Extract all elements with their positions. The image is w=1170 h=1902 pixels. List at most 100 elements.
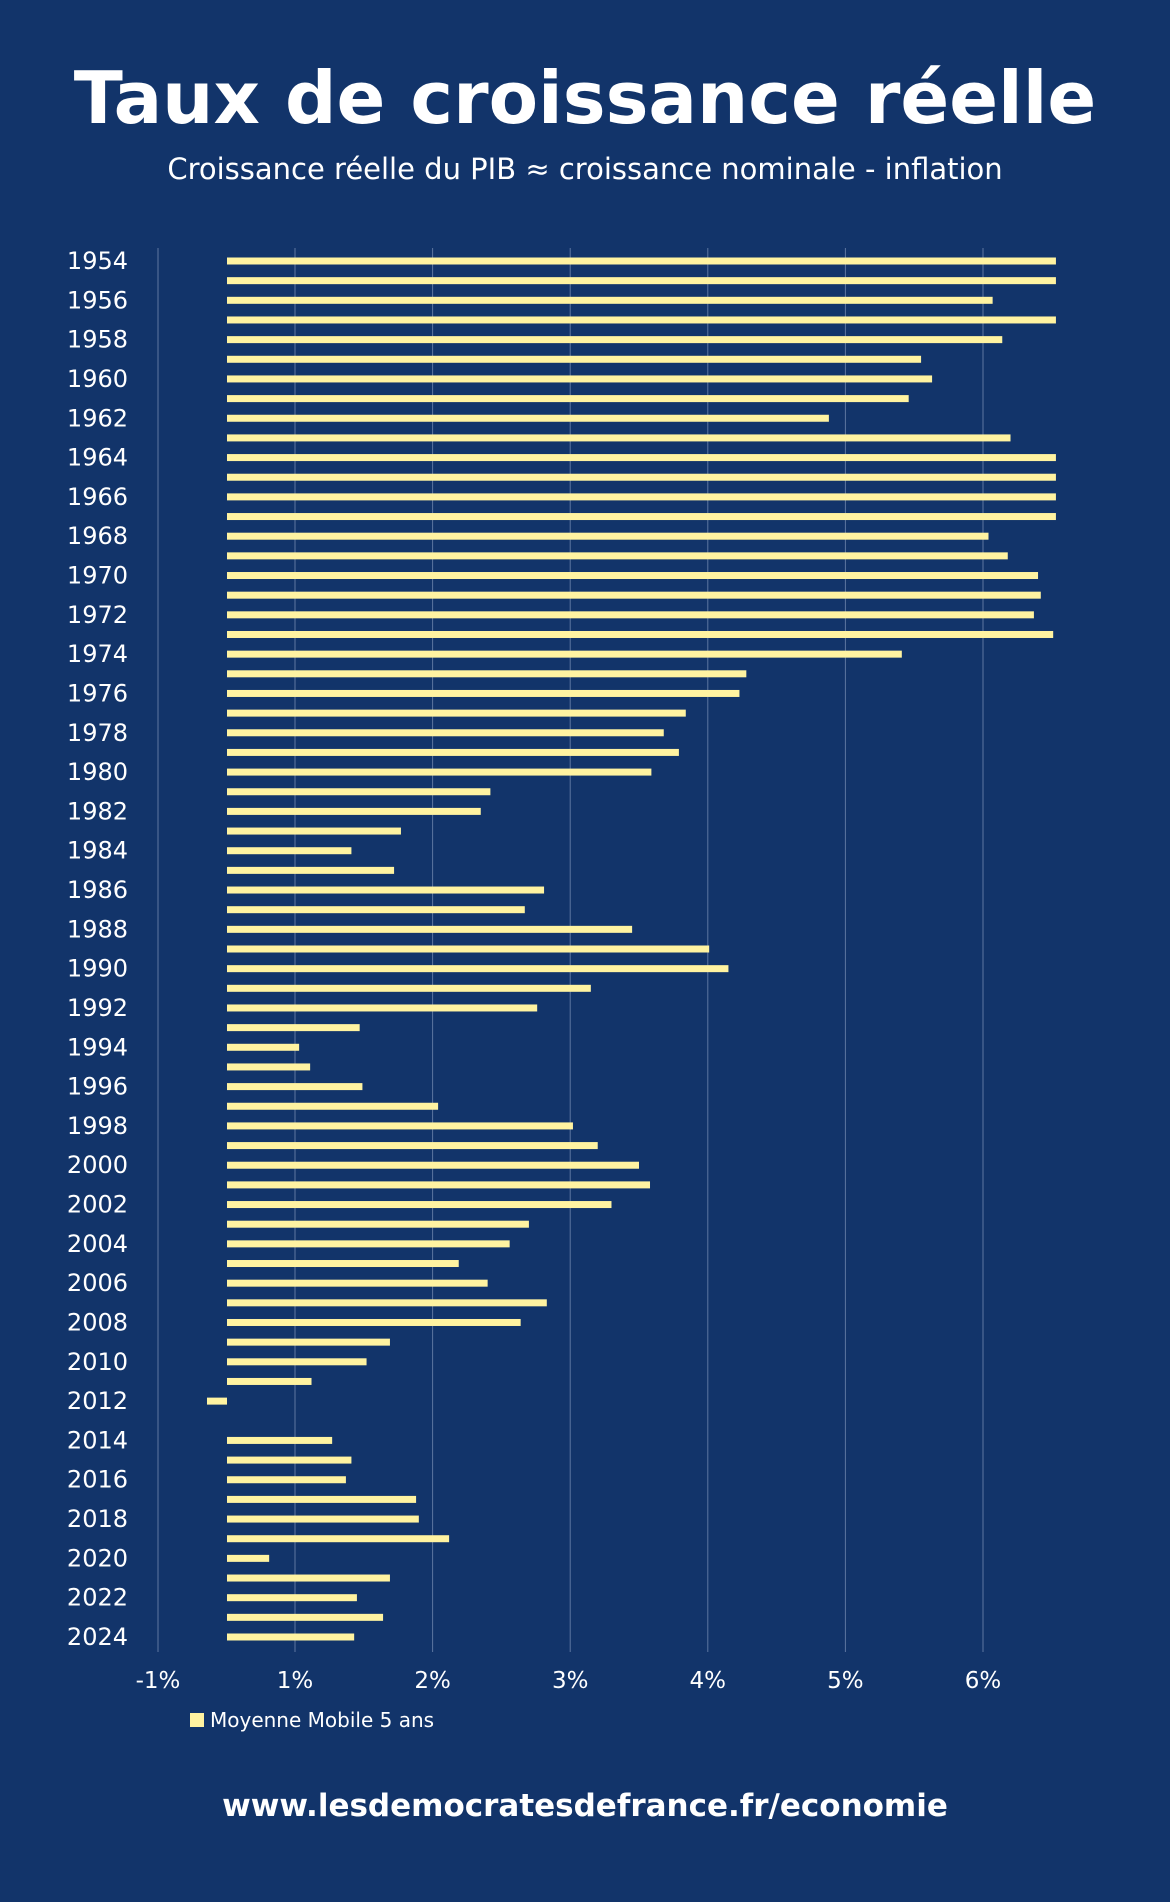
- bar-1957: [227, 316, 1056, 324]
- bar-2014: [227, 1436, 333, 1444]
- y-tick-label: 1976: [67, 679, 128, 707]
- bar-1954: [227, 257, 1056, 265]
- bar-2017: [227, 1495, 417, 1503]
- y-tick-label: 1990: [67, 955, 128, 983]
- x-tick-label: 2%: [414, 1668, 451, 1694]
- bar-1994: [227, 1043, 300, 1051]
- bar-2009: [227, 1338, 390, 1346]
- bar-2003: [227, 1220, 529, 1228]
- bar-1972: [227, 611, 1034, 619]
- y-tick-label: 1994: [67, 1033, 128, 1061]
- y-tick-label: 1980: [67, 758, 128, 786]
- x-tick-label: 4%: [690, 1668, 727, 1694]
- bar-1969: [227, 552, 1008, 560]
- bar-2006: [227, 1279, 488, 1287]
- y-tick-label: 2018: [67, 1505, 128, 1533]
- bar-2002: [227, 1201, 612, 1209]
- bar-2023: [227, 1613, 384, 1621]
- y-tick-label: 2006: [67, 1269, 128, 1297]
- legend-label: Moyenne Mobile 5 ans: [210, 1708, 435, 1732]
- bar-2021: [227, 1574, 390, 1582]
- bar-2000: [227, 1161, 639, 1169]
- bar-1991: [227, 984, 591, 992]
- y-tick-label: 2014: [67, 1426, 128, 1454]
- bar-1989: [227, 945, 710, 953]
- y-tick-label: 1970: [67, 562, 128, 590]
- bar-1986: [227, 886, 545, 894]
- bar-1956: [227, 296, 993, 304]
- bar-1997: [227, 1102, 439, 1110]
- bar-2007: [227, 1299, 547, 1307]
- bar-2022: [227, 1594, 357, 1602]
- y-tick-label: 1956: [67, 286, 128, 314]
- bar-2001: [227, 1181, 651, 1189]
- bar-2011: [227, 1377, 312, 1385]
- bar-1992: [227, 1004, 538, 1012]
- bar-1963: [227, 434, 1011, 442]
- bar-1974: [227, 650, 902, 658]
- bar-1955: [227, 277, 1056, 285]
- bar-1958: [227, 336, 1003, 344]
- y-tick-label: 1998: [67, 1112, 128, 1140]
- y-tick-label: 1988: [67, 915, 128, 943]
- bar-1975: [227, 670, 747, 678]
- bar-1959: [227, 355, 922, 363]
- chart-title: Taux de croissance réelle: [73, 56, 1097, 140]
- y-tick-label: 1960: [67, 365, 128, 393]
- y-tick-label: 2024: [67, 1623, 128, 1651]
- bar-1976: [227, 689, 740, 697]
- bar-1966: [227, 493, 1056, 501]
- bar-1978: [227, 729, 664, 737]
- bar-1998: [227, 1122, 573, 1130]
- bar-1961: [227, 395, 909, 403]
- y-tick-label: 2020: [67, 1544, 128, 1572]
- y-tick-label: 2010: [67, 1348, 128, 1376]
- x-tick-label: 6%: [965, 1668, 1002, 1694]
- bar-2015: [227, 1456, 352, 1464]
- y-tick-label: 2004: [67, 1230, 128, 1258]
- bar-2018: [227, 1515, 419, 1523]
- y-tick-label: 1968: [67, 522, 128, 550]
- bar-1977: [227, 709, 686, 717]
- y-tick-label: 1996: [67, 1073, 128, 1101]
- x-tick-label: 1%: [277, 1668, 314, 1694]
- bar-2010: [227, 1358, 367, 1366]
- bar-1965: [227, 473, 1056, 481]
- bar-2012: [206, 1397, 227, 1405]
- y-tick-label: 1992: [67, 994, 128, 1022]
- y-tick-label: 1962: [67, 404, 128, 432]
- bar-1984: [227, 847, 352, 855]
- bar-1971: [227, 591, 1041, 599]
- y-tick-label: 1982: [67, 797, 128, 825]
- y-tick-label: 1972: [67, 601, 128, 629]
- y-tick-label: 2008: [67, 1308, 128, 1336]
- y-tick-label: 1986: [67, 876, 128, 904]
- bar-2005: [227, 1260, 459, 1268]
- bar-1960: [227, 375, 933, 383]
- bar-1993: [227, 1024, 360, 1032]
- bar-1967: [227, 513, 1056, 521]
- footer-url: www.lesdemocratesdefrance.fr/economie: [222, 1788, 948, 1824]
- bar-1999: [227, 1142, 598, 1150]
- bar-2024: [227, 1633, 355, 1641]
- y-tick-label: 2022: [67, 1584, 128, 1612]
- chart-subtitle: Croissance réelle du PIB ≈ croissance no…: [167, 152, 1003, 186]
- bar-1973: [227, 630, 1054, 638]
- y-tick-label: 2002: [67, 1191, 128, 1219]
- x-tick-label: 5%: [827, 1668, 864, 1694]
- bar-2019: [227, 1535, 450, 1543]
- y-tick-label: 1966: [67, 483, 128, 511]
- y-tick-label: 2016: [67, 1466, 128, 1494]
- y-tick-label: 2000: [67, 1151, 128, 1179]
- bar-1964: [227, 454, 1056, 462]
- bar-2008: [227, 1318, 521, 1326]
- y-tick-label: 2012: [67, 1387, 128, 1415]
- y-tick-label: 1954: [67, 247, 128, 275]
- bar-1988: [227, 925, 633, 933]
- bar-1979: [227, 748, 679, 756]
- x-tick-label: 3%: [552, 1668, 589, 1694]
- bar-1983: [227, 827, 401, 835]
- bar-2020: [227, 1554, 270, 1562]
- y-tick-label: 1958: [67, 326, 128, 354]
